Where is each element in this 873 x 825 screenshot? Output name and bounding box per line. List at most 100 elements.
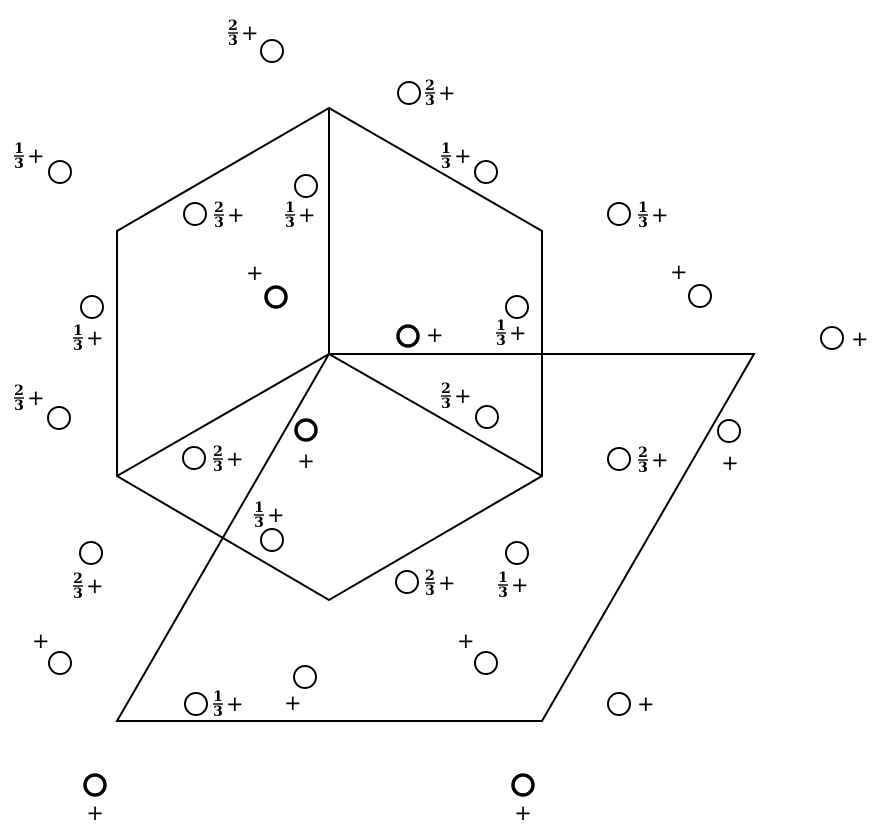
fraction-numerator: 1: [254, 500, 264, 516]
plus-sign: +: [511, 573, 529, 597]
height-label-plus-cube-center-left: +: [246, 261, 264, 285]
atom-circle: [820, 326, 844, 350]
atom-circle: [397, 81, 421, 105]
fraction-denominator: 3: [73, 586, 83, 602]
atom-circle: [182, 446, 206, 470]
height-labels: 23 +23 +13 +13 +13 +23 +13 ++ +13 + +13 + +23 +23 ++23…: [14, 18, 869, 825]
plus-sign: +: [454, 144, 472, 168]
atom-circle: [48, 160, 72, 184]
fraction-denominator: 3: [285, 215, 295, 231]
height-label-one-third-plus-right-upper: 13 +: [638, 200, 669, 231]
height-label-two-thirds-plus-top: 23 +: [228, 18, 259, 49]
fraction-denominator: 3: [214, 215, 224, 231]
plus-sign: +: [438, 571, 456, 595]
fraction-denominator: 3: [638, 215, 648, 231]
fraction-denominator: 3: [14, 156, 24, 172]
height-label-plus-bottom-left: +: [284, 691, 302, 715]
fraction-denominator: 3: [425, 93, 435, 109]
height-label-two-thirds-plus-cube-lower-left: 23 +: [213, 444, 244, 475]
atom-circle: [294, 418, 318, 442]
atom-circle: [607, 692, 631, 716]
fraction-numerator: 2: [14, 383, 24, 399]
fraction-numerator: 2: [214, 200, 224, 216]
fraction-numerator: 2: [441, 381, 451, 397]
plus-sign: +: [86, 326, 104, 350]
cube-outline: [116, 106, 543, 602]
atom-circle: [264, 285, 288, 309]
atom-circle: [293, 665, 317, 689]
plus-sign: +: [284, 691, 302, 715]
fraction-numerator: 2: [73, 571, 83, 587]
fraction-numerator: 1: [498, 570, 508, 586]
plus-sign: +: [651, 203, 669, 227]
fraction-denominator: 3: [228, 33, 238, 49]
plus-sign: +: [509, 321, 527, 345]
plus-sign: +: [86, 574, 104, 598]
fraction-numerator: 2: [213, 444, 223, 460]
plus-sign: +: [651, 448, 669, 472]
height-label-two-thirds-plus-lower-right: 23 +: [425, 568, 456, 599]
atom-circle: [260, 39, 284, 63]
fraction-denominator: 3: [441, 396, 451, 412]
plus-sign: +: [454, 384, 472, 408]
plus-sign: +: [226, 692, 244, 716]
fraction-numerator: 2: [425, 568, 435, 584]
plus-sign: +: [246, 261, 264, 285]
height-label-plus-left-lower: +: [32, 629, 50, 653]
height-label-one-third-plus-upper-center: 13 +: [441, 141, 472, 172]
height-label-two-thirds-plus-cube-top: 23 +: [214, 200, 245, 231]
plus-sign: +: [637, 692, 655, 716]
height-label-plus-far-right: +: [851, 327, 869, 351]
height-label-one-third-plus-cube-bottom: 13 +: [254, 500, 285, 531]
fraction-denominator: 3: [213, 704, 223, 720]
plus-sign: +: [27, 144, 45, 168]
plus-sign: +: [226, 447, 244, 471]
atom-circle: [474, 160, 498, 184]
fraction-denominator: 3: [496, 333, 506, 349]
fraction-denominator: 3: [498, 585, 508, 601]
fraction-numerator: 2: [425, 78, 435, 94]
height-label-two-thirds-plus-lower-left: 23 +: [73, 571, 104, 602]
plus-sign: +: [514, 801, 532, 825]
plus-sign: +: [241, 21, 259, 45]
atom-circle: [717, 419, 741, 443]
atom-circle: [184, 692, 208, 716]
height-label-plus-cube-vertex: +: [426, 323, 444, 347]
plus-sign: +: [227, 203, 245, 227]
atom-circle: [688, 284, 712, 308]
atom-circle: [47, 406, 71, 430]
fraction-numerator: 1: [14, 141, 24, 157]
atom-circle: [260, 528, 284, 552]
atoms: [47, 39, 844, 797]
height-label-one-third-plus-cube-left: 13 +: [285, 200, 316, 231]
plus-sign: +: [297, 449, 315, 473]
plus-sign: +: [32, 629, 50, 653]
atom-circle: [505, 295, 529, 319]
height-label-plus-right-upper: +: [670, 260, 688, 284]
atom-circle: [475, 405, 499, 429]
height-label-two-thirds-plus-right-mid: 23 +: [638, 445, 669, 476]
fraction-denominator: 3: [73, 338, 83, 354]
plus-sign: +: [670, 260, 688, 284]
atom-circle: [395, 570, 419, 594]
height-label-plus-below-right: +: [514, 801, 532, 825]
atom-circle: [607, 202, 631, 226]
plus-sign: +: [86, 801, 104, 825]
plus-sign: +: [267, 503, 285, 527]
height-label-one-third-plus-bottom-center: 13 +: [213, 689, 244, 720]
height-label-plus-center-lower: +: [457, 629, 475, 653]
plus-sign: +: [851, 327, 869, 351]
atom-circle: [79, 541, 103, 565]
height-label-plus-cube-bottom-inner: +: [297, 449, 315, 473]
height-label-two-thirds-plus-cube-lower-right: 23 +: [441, 381, 472, 412]
plus-sign: +: [298, 203, 316, 227]
cube-edge-right: [328, 353, 543, 477]
atom-circle: [607, 447, 631, 471]
atom-circle: [294, 174, 318, 198]
fraction-numerator: 1: [638, 200, 648, 216]
height-label-one-third-plus-upper-left: 13 +: [14, 141, 45, 172]
plus-sign: +: [438, 81, 456, 105]
atom-circle: [511, 773, 535, 797]
fraction-denominator: 3: [425, 583, 435, 599]
